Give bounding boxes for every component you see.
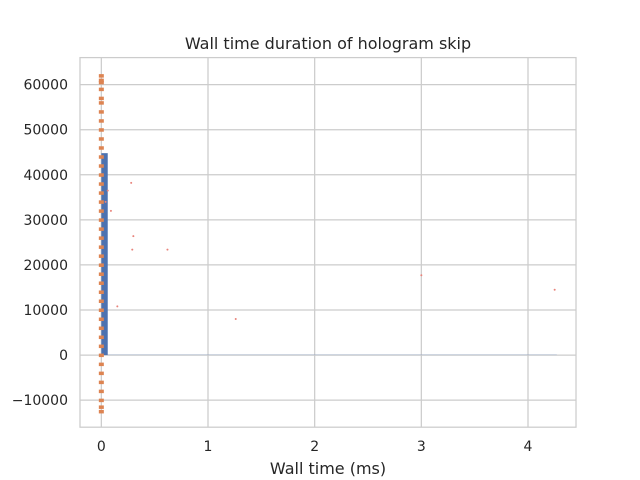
histogram-bars — [101, 153, 557, 356]
dense-point-29 — [98, 317, 104, 322]
dense-point-4 — [98, 96, 104, 101]
dense-point-10 — [98, 146, 104, 150]
dense-point-3 — [98, 87, 104, 92]
dense-point-23 — [98, 263, 104, 267]
y-tick-labels: −10000 0 10000 20000 30000 40000 50000 60000 — [12, 78, 68, 410]
dense-point-22 — [98, 254, 104, 258]
dense-point-36 — [98, 380, 104, 385]
dense-point-35 — [98, 371, 104, 376]
outlier-point-3 — [116, 305, 119, 308]
dense-points — [98, 74, 104, 414]
dense-point-37 — [98, 389, 104, 394]
dense-point-18 — [98, 218, 104, 222]
dense-point-38 — [98, 398, 104, 403]
dense-point-30 — [98, 326, 104, 331]
dense-point-5 — [98, 101, 104, 105]
dense-point-1 — [98, 78, 104, 83]
dense-point-31 — [98, 335, 104, 340]
dense-point-25 — [98, 281, 104, 285]
x-tick-labels: 0 1 2 3 4 — [97, 439, 533, 455]
dense-point-12 — [98, 164, 104, 168]
outlier-point-0 — [104, 200, 107, 203]
dense-point-21 — [98, 245, 104, 249]
y-tick-label-3: 20000 — [23, 258, 68, 274]
outlier-points — [104, 181, 556, 321]
dense-point-11 — [98, 155, 104, 159]
outlier-point-2 — [109, 209, 112, 212]
y-tick-label-1: 0 — [59, 348, 68, 364]
x-tick-label-0: 0 — [97, 439, 106, 455]
dense-point-9 — [98, 137, 104, 141]
outlier-point-9 — [420, 274, 423, 277]
x-axis-label: Wall time (ms) — [270, 459, 386, 478]
dense-point-2 — [98, 80, 104, 85]
dense-point-24 — [98, 272, 104, 276]
dense-point-13 — [98, 173, 104, 177]
outlier-point-7 — [166, 248, 169, 251]
histogram-bar-0 — [101, 153, 108, 356]
chart-title: Wall time duration of hologram skip — [185, 34, 471, 53]
dense-point-26 — [98, 290, 104, 294]
dense-point-34 — [98, 362, 104, 367]
histogram-bar-1 — [107, 354, 557, 356]
x-tick-label-3: 3 — [417, 439, 426, 455]
outlier-point-5 — [131, 248, 134, 251]
x-tick-label-1: 1 — [204, 439, 213, 455]
outlier-point-10 — [553, 288, 556, 291]
y-tick-label-6: 50000 — [23, 123, 68, 139]
y-tick-label-5: 40000 — [23, 168, 68, 184]
dense-point-17 — [98, 209, 104, 213]
dense-point-15 — [98, 191, 104, 195]
dense-point-19 — [98, 227, 104, 231]
outlier-point-6 — [132, 235, 135, 238]
dense-point-6 — [98, 110, 104, 114]
x-tick-label-4: 4 — [524, 439, 533, 455]
x-tick-label-2: 2 — [310, 439, 319, 455]
dense-point-40 — [98, 409, 104, 414]
y-tick-label-0: −10000 — [12, 393, 68, 409]
dense-point-7 — [98, 119, 104, 123]
outlier-point-8 — [234, 318, 237, 321]
y-gridlines — [80, 84, 576, 401]
dense-point-14 — [98, 182, 104, 186]
plot-frame — [79, 56, 577, 428]
plot-background — [80, 57, 576, 428]
outlier-point-1 — [106, 189, 109, 192]
dense-point-16 — [98, 200, 104, 204]
dense-point-8 — [98, 128, 104, 132]
outlier-point-4 — [130, 181, 133, 184]
dense-point-20 — [98, 236, 104, 240]
dense-point-39 — [98, 405, 104, 409]
y-tick-label-4: 30000 — [23, 213, 68, 229]
dense-point-0 — [98, 74, 104, 78]
dense-point-32 — [98, 344, 104, 349]
dense-point-28 — [98, 308, 104, 313]
dense-point-27 — [98, 299, 104, 303]
dense-point-33 — [98, 353, 104, 358]
y-tick-label-7: 60000 — [23, 78, 68, 94]
y-tick-label-2: 10000 — [23, 303, 68, 319]
